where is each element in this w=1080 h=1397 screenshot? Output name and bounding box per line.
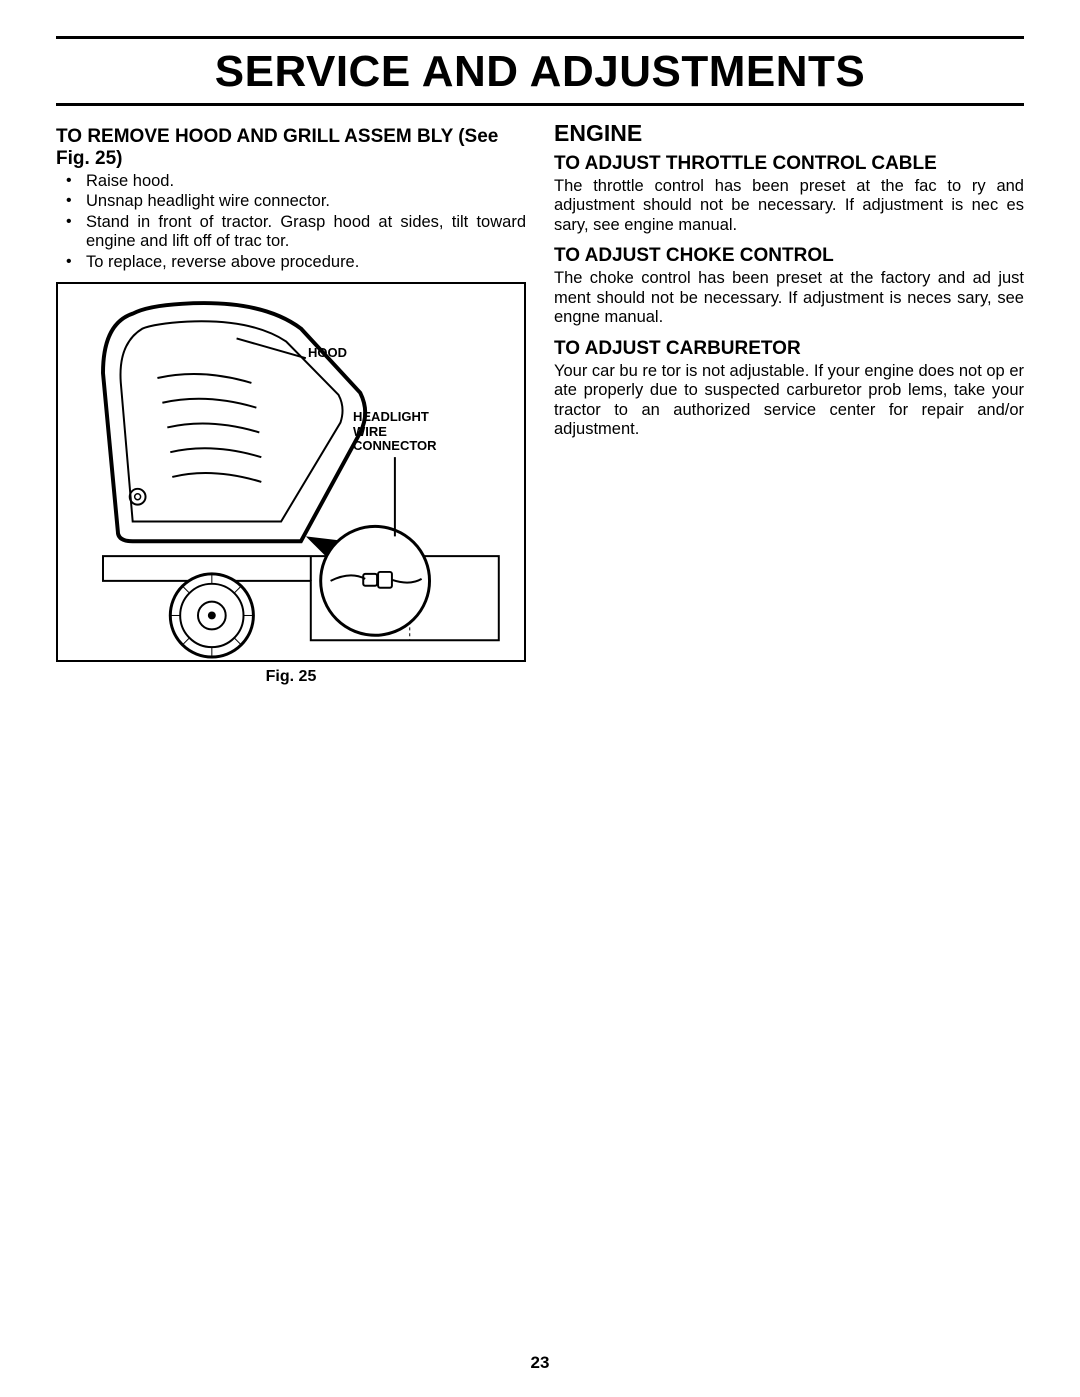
right-column: ENGINE TO ADJUST THROTTLE CONTROL CABLE … [554, 120, 1024, 686]
list-item: Stand in front of tractor. Grasp hood at… [56, 213, 526, 252]
figure-label-connector: HEADLIGHT WIRE CONNECTOR [353, 410, 463, 453]
horizontal-rule-top [56, 36, 1024, 39]
throttle-heading: TO ADJUST THROTTLE CONTROL CABLE [554, 153, 1024, 175]
figure-25-caption: Fig. 25 [56, 668, 526, 686]
remove-hood-steps: Raise hood. Unsnap headlight wire connec… [56, 172, 526, 272]
choke-heading: TO ADJUST CHOKE CONTROL [554, 245, 1024, 267]
page-number: 23 [0, 1353, 1080, 1373]
two-column-layout: TO REMOVE HOOD AND GRILL ASSEM BLY (See … [56, 120, 1024, 686]
list-item: To replace, reverse above procedure. [56, 253, 526, 272]
list-item: Unsnap headlight wire connector. [56, 192, 526, 211]
choke-text: The choke control has been preset at the… [554, 269, 1024, 327]
figure-25-illustration [58, 284, 524, 660]
page-title: SERVICE AND ADJUSTMENTS [56, 43, 1024, 99]
remove-hood-heading: TO REMOVE HOOD AND GRILL ASSEM BLY (See … [56, 126, 526, 170]
engine-heading: ENGINE [554, 120, 1024, 147]
figure-25: HOOD HEADLIGHT WIRE CONNECTOR [56, 282, 526, 662]
left-column: TO REMOVE HOOD AND GRILL ASSEM BLY (See … [56, 120, 526, 686]
horizontal-rule-bottom [56, 103, 1024, 106]
throttle-text: The throttle control has been preset at … [554, 177, 1024, 235]
carburetor-text: Your car bu re tor is not adjustable. If… [554, 362, 1024, 440]
carburetor-heading: TO ADJUST CARBURETOR [554, 338, 1024, 360]
figure-label-hood: HOOD [308, 346, 347, 360]
list-item: Raise hood. [56, 172, 526, 191]
